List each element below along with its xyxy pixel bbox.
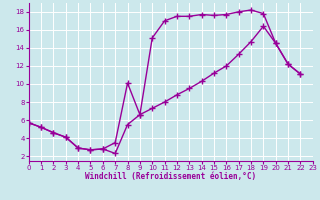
X-axis label: Windchill (Refroidissement éolien,°C): Windchill (Refroidissement éolien,°C) (85, 172, 256, 181)
